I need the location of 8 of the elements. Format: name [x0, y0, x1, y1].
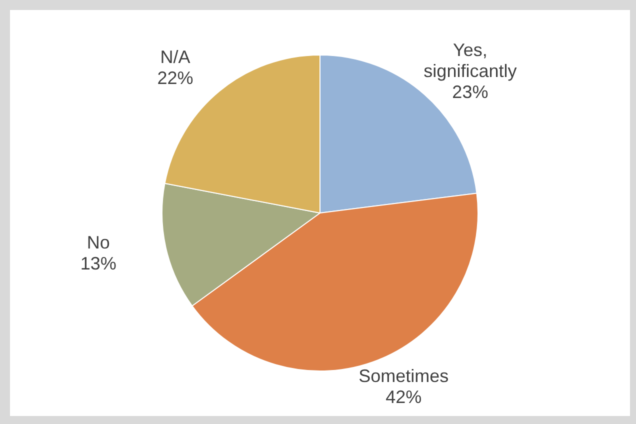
slice-label: N/A	[160, 46, 190, 67]
data-label: 22%	[157, 68, 194, 88]
data-label: 13%	[80, 253, 116, 274]
data-label: 23%	[452, 82, 488, 102]
slice-label: No	[86, 232, 110, 252]
slice-label: Sometimes	[358, 366, 449, 386]
slice-label: Yes, significantly	[424, 40, 517, 82]
data-label: 42%	[386, 386, 422, 407]
